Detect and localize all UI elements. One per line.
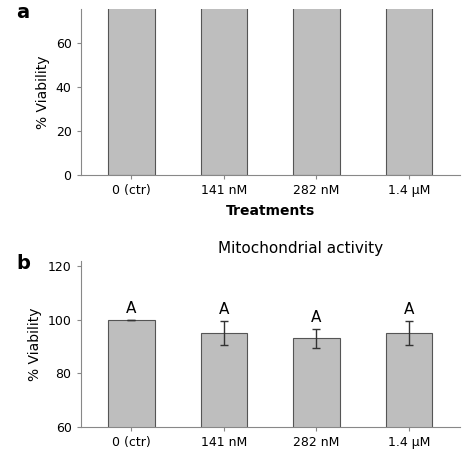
- Bar: [293, 0, 339, 175]
- Title: Mitochondrial activity: Mitochondrial activity: [218, 241, 383, 256]
- Y-axis label: % Viability: % Viability: [28, 307, 42, 381]
- Bar: [201, 0, 247, 175]
- Text: a: a: [16, 3, 29, 22]
- X-axis label: Treatments: Treatments: [226, 204, 315, 218]
- Bar: [109, 320, 155, 474]
- Bar: [386, 0, 432, 175]
- Text: A: A: [219, 302, 229, 317]
- Text: A: A: [311, 310, 322, 325]
- Text: A: A: [126, 301, 137, 316]
- Bar: [293, 338, 339, 474]
- Text: b: b: [16, 255, 30, 273]
- Bar: [109, 0, 155, 175]
- Bar: [201, 333, 247, 474]
- Bar: [386, 333, 432, 474]
- Text: A: A: [404, 302, 414, 317]
- Y-axis label: % Viability: % Viability: [36, 55, 50, 129]
